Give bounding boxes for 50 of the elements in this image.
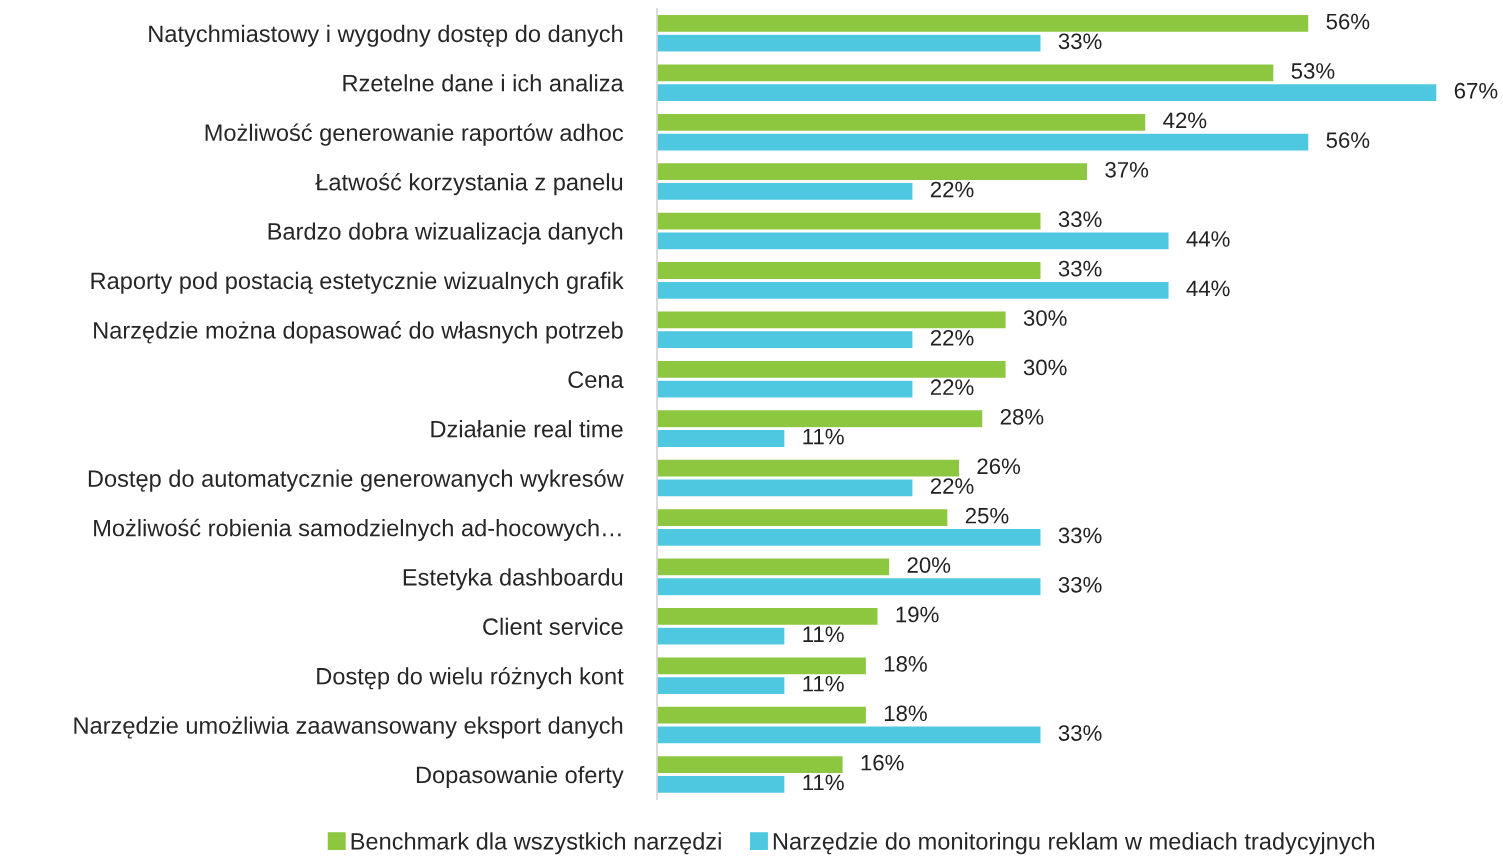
y-tick-label: Możliwość robienia samodzielnych ad-hocowych… bbox=[94, 518, 621, 542]
data-label: 33% bbox=[1058, 527, 1102, 544]
y-tick-label: Bardzo dobra wizualizacja danych bbox=[268, 222, 623, 245]
y-tick-label: Client service bbox=[483, 617, 623, 636]
y-tick-label: Estetyka dashboardu bbox=[403, 568, 623, 591]
data-label: 11% bbox=[803, 675, 844, 692]
data-label: 18% bbox=[884, 705, 927, 722]
data-label: 37% bbox=[1105, 161, 1149, 178]
data-label: 11% bbox=[803, 428, 844, 445]
y-tick-label: Cena bbox=[568, 371, 624, 388]
y-tick-label: Dostęp do automatycznie generowanych wykresów bbox=[88, 469, 624, 492]
y-tick-label: Narzędzie można dopasować do własnych potrzeb bbox=[94, 321, 623, 344]
data-label: 20% bbox=[907, 557, 951, 573]
y-tick-label: Dostęp do wielu różnych kont bbox=[317, 666, 624, 690]
legend-label: Benchmark dla wszystkich narzędzi bbox=[351, 832, 721, 855]
y-tick-label: Natychmiastowy i wygodny dostęp do danych bbox=[149, 24, 623, 47]
data-label: 33% bbox=[1058, 211, 1102, 228]
data-label: 25% bbox=[965, 507, 1009, 524]
data-label: 30% bbox=[1023, 359, 1067, 376]
data-label: 56% bbox=[1326, 132, 1370, 149]
y-tick-label: Raporty pod postacią estetycznie wizualnych grafik bbox=[91, 271, 624, 294]
data-label: 33% bbox=[1058, 33, 1102, 50]
data-label: 22% bbox=[930, 181, 974, 198]
data-label: 18% bbox=[884, 656, 927, 672]
data-label: 16% bbox=[861, 754, 904, 771]
data-label: 28% bbox=[1000, 408, 1044, 425]
data-label: 11% bbox=[803, 626, 844, 643]
data-label: 44% bbox=[1186, 280, 1230, 297]
data-label: 53% bbox=[1291, 63, 1335, 79]
data-label: 33% bbox=[1058, 725, 1102, 741]
data-label: 30% bbox=[1023, 310, 1067, 326]
legend-label: Narzędzie do monitoringu reklam w mediach tradycyjnych bbox=[773, 832, 1375, 855]
data-label: 22% bbox=[930, 379, 974, 395]
data-label: 22% bbox=[930, 478, 974, 494]
data-label: 44% bbox=[1186, 231, 1230, 247]
data-label: 22% bbox=[930, 329, 974, 346]
y-tick-label: Narzędzie umożliwia zaawansowany eksport danych bbox=[74, 716, 623, 739]
data-label: 11% bbox=[803, 774, 844, 791]
data-label: 67% bbox=[1454, 82, 1498, 99]
data-label: 33% bbox=[1058, 260, 1102, 277]
data-label: 56% bbox=[1326, 13, 1370, 30]
y-tick-label: Dopasowanie oferty bbox=[416, 765, 624, 788]
y-tick-label: Możliwość generowanie raportów adhoc bbox=[205, 123, 624, 146]
data-label: 33% bbox=[1058, 576, 1102, 593]
y-tick-label: Łatwość korzystania z panelu bbox=[315, 172, 623, 196]
y-tick-label: Rzetelne dane i ich analiza bbox=[343, 74, 624, 92]
data-label: 19% bbox=[896, 606, 939, 623]
data-label: 26% bbox=[977, 458, 1021, 475]
y-tick-label: Działanie real time bbox=[431, 420, 623, 438]
data-label: 42% bbox=[1163, 112, 1207, 129]
